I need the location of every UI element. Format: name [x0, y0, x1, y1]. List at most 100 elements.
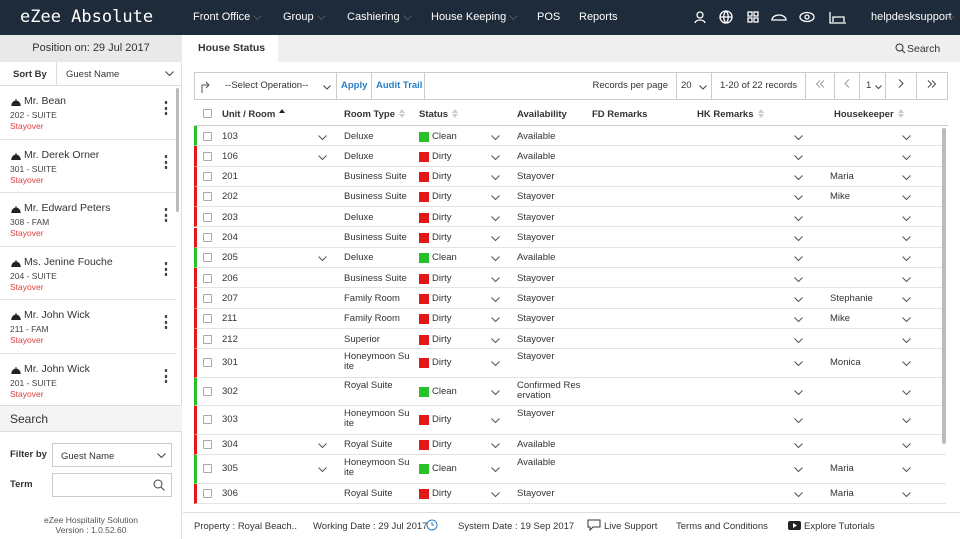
chevron[interactable]	[318, 134, 327, 141]
table-row[interactable]: 103 Deluxe Clean Available	[194, 126, 946, 147]
chevron[interactable]	[253, 15, 263, 21]
checkbox[interactable]	[203, 464, 212, 474]
chevron[interactable]	[491, 236, 500, 242]
table-row[interactable]: 207 Family Room Dirty Stayover Stephanie	[194, 288, 946, 309]
chevron[interactable]	[794, 467, 803, 473]
guest-card[interactable]: Mr. John Wick 201 - SUITE Stayover	[0, 354, 176, 406]
checkbox[interactable]	[203, 415, 212, 425]
chevron[interactable]	[902, 317, 911, 323]
logo[interactable]: eZee Absolute	[20, 7, 154, 27]
table-row[interactable]: 304 Royal Suite Dirty Available	[194, 434, 946, 456]
table-row[interactable]: 306 Royal Suite Dirty Stayover Maria	[194, 483, 946, 504]
chevron[interactable]	[794, 134, 803, 141]
chevron[interactable]	[902, 154, 911, 161]
chevron[interactable]	[794, 175, 803, 181]
checkbox[interactable]	[203, 212, 212, 222]
kebab-menu[interactable]	[164, 368, 168, 383]
menu-item[interactable]: POS	[537, 11, 561, 23]
checkbox[interactable]	[203, 273, 212, 283]
column-header[interactable]: Availability	[517, 109, 567, 120]
chevron[interactable]	[491, 256, 500, 262]
chevron[interactable]	[509, 15, 519, 21]
chevron[interactable]	[491, 418, 500, 424]
chevron[interactable]	[491, 215, 500, 222]
per-page-select[interactable]: 20	[676, 72, 712, 100]
column-header[interactable]: Status	[419, 109, 449, 120]
sort-icon[interactable]	[279, 109, 286, 118]
chevron[interactable]	[902, 276, 911, 283]
toolbar-icons[interactable]	[694, 10, 864, 26]
chevron[interactable]	[491, 389, 500, 396]
checkbox[interactable]	[203, 172, 212, 182]
chevron[interactable]	[794, 317, 803, 323]
table-row[interactable]: 303 Honeymoon Suite Dirty Stayover	[194, 406, 946, 435]
column-header[interactable]: Unit / Room	[222, 109, 276, 120]
chevron[interactable]	[491, 361, 500, 367]
table-row[interactable]: 301 Honeymoon Suite Dirty Stayover Monica	[194, 349, 946, 378]
operation-select[interactable]: --Select Operation--	[194, 72, 337, 100]
chevron[interactable]	[902, 389, 911, 396]
chevron[interactable]	[318, 467, 327, 473]
chevron[interactable]	[946, 15, 955, 21]
checkbox[interactable]	[203, 489, 212, 499]
chevron[interactable]	[794, 389, 803, 396]
checkbox[interactable]	[203, 358, 212, 368]
chevron[interactable]	[902, 215, 911, 222]
chevron[interactable]	[902, 175, 911, 181]
table-row[interactable]: 204 Business Suite Dirty Stayover	[194, 227, 946, 248]
chevron[interactable]	[491, 134, 500, 141]
table-row[interactable]: 203 Deluxe Dirty Stayover	[194, 207, 946, 228]
menu-item[interactable]: Group	[283, 11, 314, 23]
chevron[interactable]	[794, 215, 803, 222]
checkbox[interactable]	[203, 192, 212, 202]
sort-select[interactable]: Guest Name	[56, 62, 182, 86]
sort-icon[interactable]	[399, 109, 406, 118]
guest-card[interactable]: Mr. Edward Peters 308 - FAM Stayover	[0, 193, 176, 247]
column-header[interactable]: Housekeeper	[834, 109, 894, 120]
tutorials-link[interactable]: Explore Tutorials	[804, 521, 875, 532]
filter-select[interactable]: Guest Name	[52, 443, 172, 467]
checkbox[interactable]	[203, 131, 212, 141]
first-page[interactable]	[805, 72, 835, 100]
chevron[interactable]	[491, 297, 500, 303]
table-row[interactable]: 305 Honeymoon Suite Clean Available Maria	[194, 455, 946, 484]
table-row[interactable]: 211 Family Room Dirty Stayover Mike	[194, 308, 946, 329]
chevron[interactable]	[491, 175, 500, 181]
kebab-menu[interactable]	[164, 101, 168, 115]
chevron[interactable]	[902, 134, 911, 141]
chevron[interactable]	[902, 492, 911, 498]
chevron[interactable]	[902, 443, 911, 449]
guest-card[interactable]: Mr. Derek Orner 301 - SUITE Stayover	[0, 140, 176, 193]
table-row[interactable]: 206 Business Suite Dirty Stayover	[194, 268, 946, 289]
search-link[interactable]: Search	[907, 43, 941, 55]
chevron[interactable]	[794, 195, 803, 201]
chevron[interactable]	[794, 337, 803, 344]
table-row[interactable]: 212 Superior Dirty Stayover	[194, 329, 946, 350]
chevron[interactable]	[318, 154, 327, 161]
sort-icon[interactable]	[897, 109, 904, 118]
live-support[interactable]: Live Support	[604, 521, 658, 532]
chevron[interactable]	[794, 236, 803, 242]
chevron[interactable]	[902, 195, 911, 201]
checkbox[interactable]	[203, 151, 212, 161]
chevron[interactable]	[491, 317, 500, 323]
guest-card[interactable]: Mr. John Wick 211 - FAM Stayover	[0, 300, 176, 354]
chevron[interactable]	[902, 418, 911, 424]
chevron[interactable]	[491, 337, 500, 344]
chevron[interactable]	[902, 256, 911, 262]
chevron[interactable]	[491, 467, 500, 473]
menu-item[interactable]: House Keeping	[431, 11, 507, 23]
user-menu[interactable]: helpdesksupport	[871, 11, 952, 23]
checkbox[interactable]	[203, 109, 212, 118]
column-header[interactable]: Room Type	[344, 109, 396, 120]
chevron[interactable]	[794, 276, 803, 283]
checkbox[interactable]	[203, 293, 212, 303]
checkbox[interactable]	[203, 386, 212, 396]
table-row[interactable]: 201 Business Suite Dirty Stayover Maria	[194, 166, 946, 187]
checkbox[interactable]	[203, 233, 212, 242]
sort-icon[interactable]	[757, 109, 764, 118]
chevron[interactable]	[902, 297, 911, 303]
clock-icon[interactable]	[426, 519, 438, 531]
checkbox[interactable]	[203, 253, 212, 263]
apply-button[interactable]: Apply	[336, 72, 372, 100]
